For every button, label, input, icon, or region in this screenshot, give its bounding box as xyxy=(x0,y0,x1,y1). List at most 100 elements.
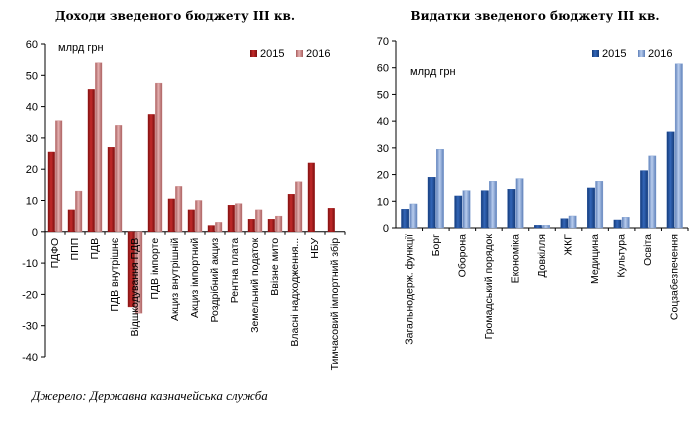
expenditure-bar-2016 xyxy=(568,215,577,229)
revenue-y-tick-label: 50 xyxy=(26,70,38,82)
revenue-category-label: Акциз імпортний xyxy=(189,238,201,318)
expenditure-bar-2015 xyxy=(454,195,463,229)
revenue-category-label: Ввізне мито xyxy=(269,238,281,296)
revenue-bar-2016 xyxy=(195,200,203,232)
revenue-category-label: Відшкодування ПДВ xyxy=(129,238,141,337)
revenue-bar-2016 xyxy=(255,209,263,232)
revenue-bar-2015 xyxy=(47,151,55,233)
expenditure-y-tick-label: 30 xyxy=(377,143,389,155)
expenditure-legend-label-2015: 2015 xyxy=(602,48,626,60)
revenue-bar-2015 xyxy=(87,89,95,232)
expenditure-category-label: Громадський порядок xyxy=(483,234,495,340)
expenditure-legend-swatch-2016 xyxy=(638,50,645,57)
revenue-category-label: НБУ xyxy=(309,237,321,258)
revenue-bar-2016 xyxy=(115,125,123,232)
revenue-bar-2016 xyxy=(275,215,283,232)
revenue-y-tick-label: 20 xyxy=(26,164,38,176)
revenue-category-label: Роздрібний акциз xyxy=(209,238,221,323)
expenditure-category-label: Борг xyxy=(430,234,442,257)
expenditure-category-label: Довкілля xyxy=(536,234,548,278)
revenue-bar-2015 xyxy=(147,114,155,233)
expenditure-y-tick-label: 10 xyxy=(377,196,389,208)
revenue-legend-swatch-2015 xyxy=(250,50,257,57)
revenue-bar-2016 xyxy=(55,120,63,232)
revenue-legend-label-2015: 2015 xyxy=(260,48,284,60)
expenditure-bar-2015 xyxy=(480,190,489,229)
expenditure-category-label: Соцзабезпечення xyxy=(669,234,681,320)
revenue-y-tick-label: -10 xyxy=(22,258,38,270)
expenditure-category-label: Освіта xyxy=(642,234,654,266)
revenue-y-tick-label: -20 xyxy=(22,289,38,301)
expenditure-bar-2016 xyxy=(409,203,418,229)
revenue-bar-2015 xyxy=(207,225,215,232)
expenditure-bar-2015 xyxy=(666,131,675,229)
revenue-bar-2016 xyxy=(75,190,83,232)
revenue-category-label: Акциз внутрішній xyxy=(169,238,181,321)
revenue-category-label: ПДВ xyxy=(89,238,101,260)
revenue-category-label: Рентна плата xyxy=(229,238,241,304)
revenue-category-label: Земельний податок xyxy=(249,237,261,332)
expenditure-y-tick-label: 40 xyxy=(377,116,389,128)
expenditure-category-label: Культура xyxy=(616,234,628,278)
revenue-bar-2016 xyxy=(235,203,243,233)
revenue-bar-2015 xyxy=(67,209,75,232)
revenue-y-tick-label: 40 xyxy=(26,102,38,114)
revenue-legend-swatch-2016 xyxy=(296,50,303,57)
y-unit-label-revenue: млрд грн xyxy=(58,42,104,54)
expenditure-bar-2016 xyxy=(462,190,471,229)
expenditure-legend-swatch-2015 xyxy=(592,50,599,57)
expenditure-legend-label-2016: 2016 xyxy=(648,48,672,60)
revenue-y-tick-label: 30 xyxy=(26,133,38,145)
expenditure-y-tick-label: 20 xyxy=(377,170,389,182)
revenue-bar-2016 xyxy=(175,186,183,232)
expenditure-y-tick-label: 60 xyxy=(377,63,389,75)
revenue-y-tick-label: -40 xyxy=(22,352,38,364)
revenue-y-tick-label: 10 xyxy=(26,196,38,208)
expenditure-bar-2015 xyxy=(640,170,648,229)
expenditure-bar-2015 xyxy=(534,225,542,229)
revenue-bar-2016 xyxy=(135,231,143,314)
revenue-chart: -40 -30 -20 -10 0 10 20 30 40 50 60 ПДФО ППП ПДВ ПДВ в… xyxy=(22,39,346,371)
revenue-bar-2015 xyxy=(127,231,135,308)
expenditure-bar-2016 xyxy=(489,181,497,229)
revenue-bar-2015 xyxy=(187,209,195,232)
expenditure-y-tick-label: 70 xyxy=(377,36,389,48)
expenditure-bar-2015 xyxy=(507,189,516,229)
expenditure-bar-2016 xyxy=(436,148,444,229)
expenditure-bar-2016 xyxy=(621,217,630,229)
expenditure-bar-2015 xyxy=(560,218,569,229)
chart-title-expenditure: Видатки зведеного бюджету ІІІ кв. xyxy=(410,9,659,23)
expenditure-category-label: Економіка xyxy=(509,234,521,284)
revenue-y-tick-label: 0 xyxy=(32,227,38,239)
revenue-category-label: ПДВ імпорте xyxy=(149,238,161,300)
expenditure-bar-2016 xyxy=(674,63,683,229)
revenue-bar-2015 xyxy=(287,194,295,233)
expenditure-bar-2015 xyxy=(587,187,595,229)
revenue-bar-2015 xyxy=(227,204,235,233)
chart-title-revenue: Доходи зведеного бюджету ІІІ кв. xyxy=(55,9,295,23)
revenue-category-label: ПДФО xyxy=(49,238,61,269)
revenue-bar-2016 xyxy=(295,181,303,233)
source-note: Джерело: Державна казначейська служба xyxy=(32,388,268,403)
y-unit-label-expenditure: млрд грн xyxy=(410,66,456,78)
revenue-category-label: Тимчасовий імпортний збір xyxy=(329,238,341,371)
expenditure-y-tick-label: 50 xyxy=(377,89,389,101)
revenue-category-label: ПДВ внутрішнє xyxy=(109,237,121,311)
revenue-bar-2015 xyxy=(107,147,115,232)
expenditure-bar-2016 xyxy=(542,225,551,229)
revenue-bar-2015 xyxy=(327,208,335,232)
revenue-bar-2016 xyxy=(155,82,163,233)
revenue-y-tick-label: -30 xyxy=(22,321,38,333)
expenditure-y-tick-label: 0 xyxy=(383,223,389,235)
expenditure-bar-2016 xyxy=(648,155,657,229)
revenue-bar-2015 xyxy=(167,198,175,232)
revenue-bar-2016 xyxy=(95,62,103,233)
expenditure-chart: 0 10 20 30 40 50 60 70 Загальнодерж. функції Борг… xyxy=(377,36,689,345)
revenue-bar-2016 xyxy=(215,222,223,233)
expenditure-category-label: ЖКГ xyxy=(563,234,575,256)
expenditure-bar-2016 xyxy=(515,178,524,229)
revenue-bar-2015 xyxy=(307,162,315,233)
expenditure-category-label: Медицина xyxy=(589,234,601,284)
expenditure-bar-2015 xyxy=(613,219,622,229)
